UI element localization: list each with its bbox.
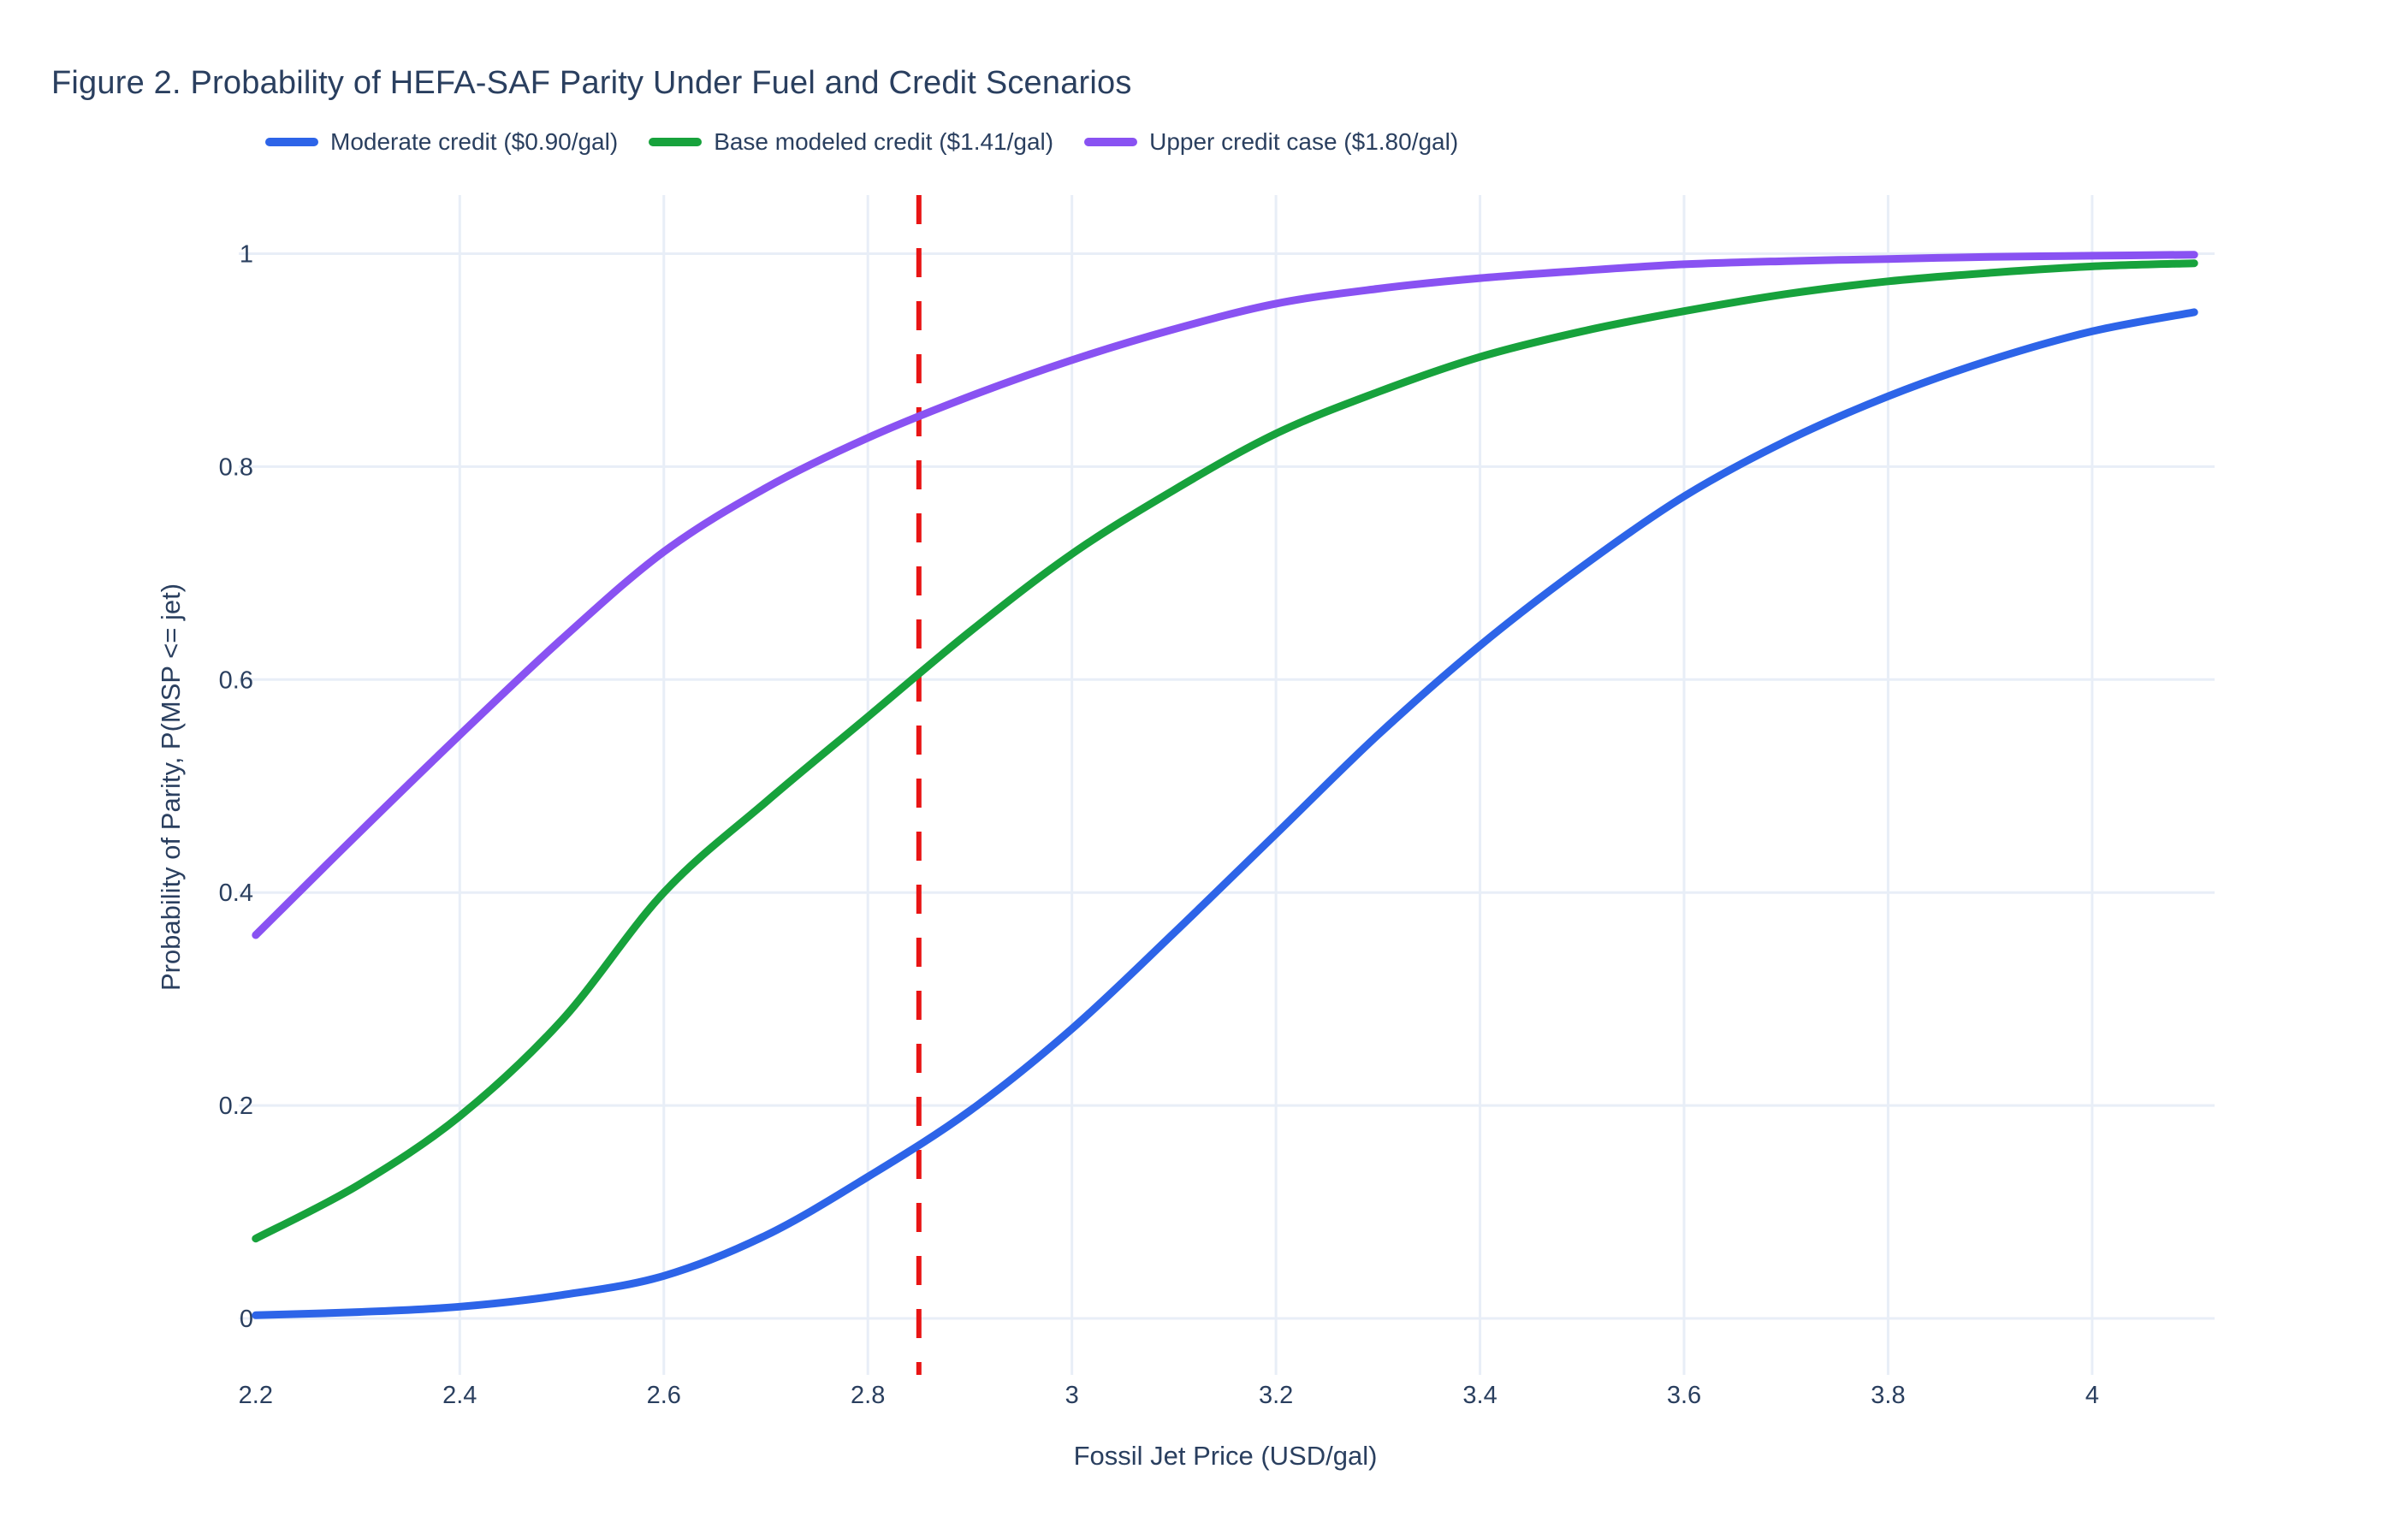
x-axis-title: Fossil Jet Price (USD/gal) (1073, 1441, 1378, 1471)
y-tick-label: 0.8 (219, 453, 253, 481)
x-tick-label: 2.6 (647, 1382, 681, 1409)
series-line-1 (252, 259, 2198, 1243)
x-tick-label: 3.8 (1871, 1382, 1905, 1409)
page-title: Figure 2. Probability of HEFA-SAF Parity… (51, 65, 1132, 101)
x-tick-label: 4 (2085, 1382, 2099, 1409)
y-axis-title: Probability of Parity, P(MSP <= jet) (156, 583, 186, 992)
x-tick-label: 3.6 (1667, 1382, 1701, 1409)
legend-item-label: Upper credit case ($1.80/gal) (1149, 128, 1459, 155)
x-tick-label: 3.2 (1259, 1382, 1293, 1409)
x-tick-label: 2.4 (442, 1382, 477, 1409)
legend-swatch-icon (265, 138, 318, 146)
y-tick-label: 0.2 (219, 1093, 253, 1120)
y-tick-label: 0.6 (219, 666, 253, 694)
x-tick-label: 3.4 (1462, 1382, 1497, 1409)
legend-item-label: Base modeled credit ($1.41/gal) (714, 128, 1054, 155)
y-tick-label: 1 (240, 240, 253, 268)
legend-swatch-icon (649, 138, 703, 146)
legend: Moderate credit ($0.90/gal) Base modeled … (265, 128, 1458, 156)
x-tick-label: 3 (1065, 1382, 1079, 1409)
legend-item-label: Moderate credit ($0.90/gal) (330, 128, 619, 155)
x-tick-label: 2.2 (239, 1382, 273, 1409)
legend-item-0[interactable]: Moderate credit ($0.90/gal) (265, 128, 618, 156)
series-line-0 (252, 308, 2198, 1319)
legend-item-2[interactable]: Upper credit case ($1.80/gal) (1084, 128, 1458, 156)
x-tick-label: 2.8 (851, 1382, 885, 1409)
y-tick-label: 0 (240, 1306, 253, 1333)
legend-item-1[interactable]: Base modeled credit ($1.41/gal) (649, 128, 1053, 156)
legend-swatch-icon (1084, 138, 1138, 146)
series-line-2 (252, 251, 2198, 939)
y-tick-label: 0.4 (219, 880, 253, 907)
